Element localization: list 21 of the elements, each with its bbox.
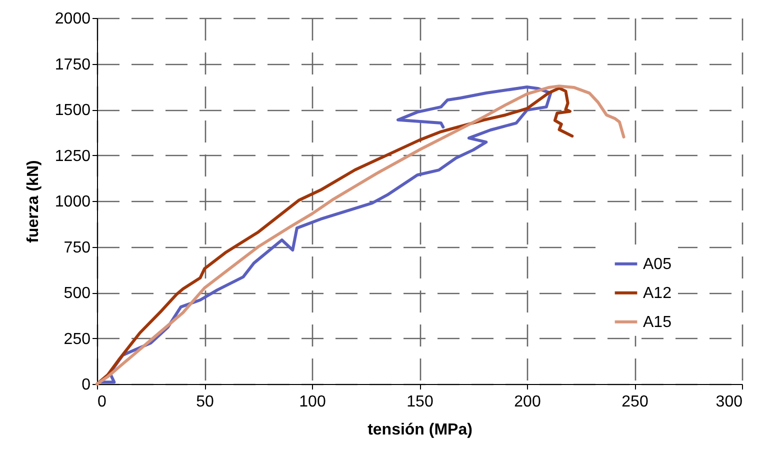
legend-label: A05 [643,256,672,273]
y-tick-label: 1000 [54,194,91,210]
x-tick-label: 50 [196,394,214,410]
x-tick-label: 100 [299,394,326,410]
y-axis-title: fuerza (kN) [24,160,42,243]
legend-label: A12 [643,284,672,302]
y-tick-label: 1250 [54,148,91,165]
x-tick-label: 200 [514,394,541,410]
legend-label: A15 [643,314,672,331]
y-tick-label: 2000 [54,10,91,28]
x-tick-label: 150 [406,394,434,410]
x-tick-label: 250 [622,394,648,410]
x-tick-label: 0 [98,394,106,410]
y-tick-label: 500 [64,285,91,302]
x-tick-label: 300 [716,394,743,410]
y-tick-label: 1750 [54,56,91,74]
y-tick-label: 1500 [54,102,91,119]
x-axis-title: tensión (MPa) [368,422,472,438]
y-tick-label: 250 [64,330,91,348]
y-tick-label: 750 [64,239,91,256]
y-tick-label: 0 [82,376,91,394]
